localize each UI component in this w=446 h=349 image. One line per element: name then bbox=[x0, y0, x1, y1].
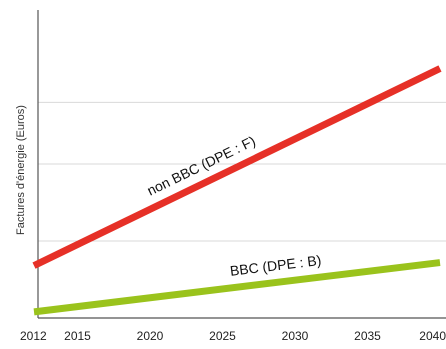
y-axis-label: Factures d'énergie (Euros) bbox=[15, 105, 27, 235]
series-lines bbox=[32, 65, 442, 316]
series-line-non-bbc bbox=[32, 65, 442, 269]
gridlines bbox=[38, 101, 446, 242]
series-labels: non BBC (DPE : F)BBC (DPE : B) bbox=[144, 133, 322, 279]
x-tick-label: 2012 bbox=[20, 329, 47, 343]
x-tick-label: 2020 bbox=[137, 329, 164, 343]
x-tick-labels: 2012 2015 2020 2025 2030 2035 2040 bbox=[20, 329, 446, 343]
x-tick-label: 2040 bbox=[419, 329, 446, 343]
series-line-bbc bbox=[33, 259, 441, 316]
series-label-bbc: BBC (DPE : B) bbox=[229, 252, 322, 279]
x-tick-label: 2015 bbox=[64, 329, 91, 343]
x-tick-label: 2035 bbox=[354, 329, 381, 343]
x-tick-label: 2025 bbox=[209, 329, 236, 343]
x-tick-label: 2030 bbox=[282, 329, 309, 343]
